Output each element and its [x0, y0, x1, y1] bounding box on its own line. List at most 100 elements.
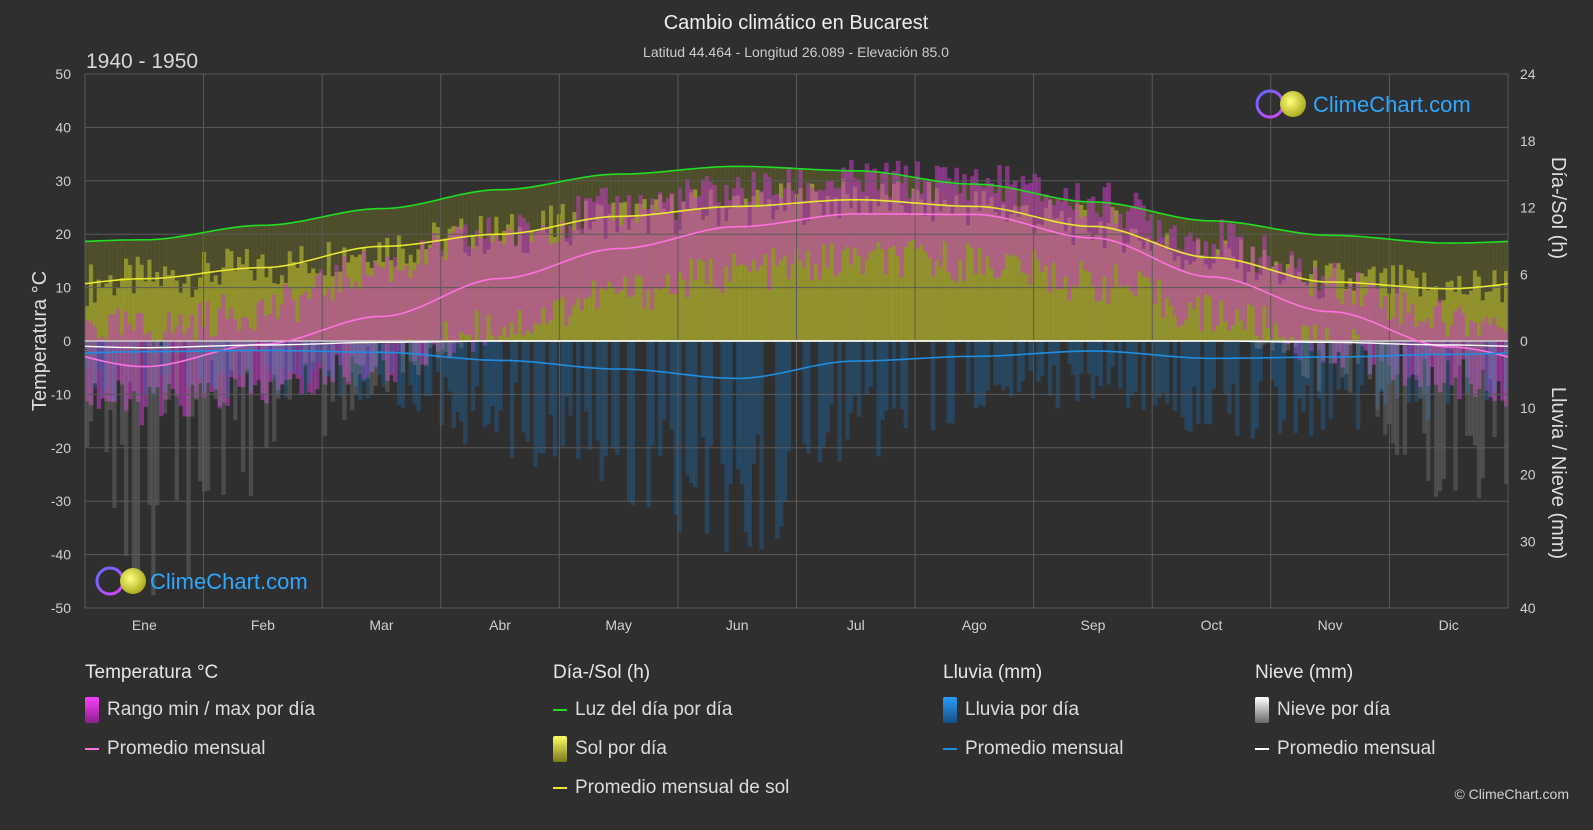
temp-range-day-bar	[853, 177, 858, 249]
temp-range-day-bar	[576, 195, 581, 299]
sun-day-bar	[1484, 291, 1490, 341]
legend-item-sun[interactable]: Sol por día	[553, 736, 789, 762]
temp-range-day-bar	[1262, 235, 1267, 307]
rain-day-bar	[525, 341, 530, 442]
temp-range-day-bar	[1106, 182, 1111, 304]
daylight-day-bar	[276, 224, 281, 341]
rain-day-bar	[981, 341, 986, 407]
snow-day-bar	[1332, 341, 1337, 363]
rain-day-bar	[248, 341, 254, 391]
sun-day-bar	[677, 230, 683, 341]
legend-item-temp-avg[interactable]: Promedio mensual	[85, 737, 315, 761]
temp-range-day-bar	[338, 292, 343, 366]
temp-range-day-bar	[217, 308, 223, 409]
daylight-day-bar	[112, 240, 117, 341]
temp-range-day-bar	[763, 173, 768, 255]
rain-day-bar	[775, 341, 780, 539]
rain-day-bar	[1067, 341, 1072, 365]
rain-day-bar	[1180, 341, 1185, 418]
snow-day-bar	[1293, 341, 1298, 347]
legend-item-temp-range[interactable]: Rango min / max por día	[85, 697, 315, 723]
legend-item-rain-daily[interactable]: Lluvia por día	[943, 697, 1123, 723]
sun-day-bar	[276, 284, 281, 341]
temp-range-day-bar	[513, 245, 519, 335]
sun-day-bar	[1496, 285, 1501, 341]
x-month-label: Oct	[1201, 617, 1223, 633]
rain-day-bar	[825, 341, 831, 433]
temp-range-day-bar	[244, 318, 250, 369]
temp-range-day-bar	[681, 201, 686, 280]
temp-range-day-bar	[1313, 267, 1318, 325]
temp-range-day-bar	[424, 264, 429, 366]
snow-day-bar	[221, 341, 226, 496]
rain-day-bar	[1235, 341, 1240, 436]
temp-range-day-bar	[962, 174, 967, 282]
sun-day-bar	[895, 180, 901, 341]
rain-day-bar	[213, 341, 218, 390]
sun-day-bar	[1083, 209, 1088, 341]
brand-logo-top[interactable]: ClimeChart.com	[1255, 89, 1471, 119]
snow-day-bar	[1418, 341, 1423, 399]
temp-range-day-bar	[1266, 255, 1271, 328]
temp-range-day-bar	[759, 191, 764, 266]
temp-range-day-bar	[517, 214, 523, 311]
legend-item-sun-avg[interactable]: Promedio mensual de sol	[553, 776, 789, 800]
rain-day-bar	[1098, 341, 1103, 387]
temp-range-day-bar	[868, 172, 874, 252]
temp-range-day-bar	[470, 248, 476, 352]
temp-range-day-bar	[431, 232, 437, 345]
snow-day-bar	[244, 341, 250, 373]
temp-avg-line	[85, 213, 1508, 368]
temp-range-day-bar	[1024, 184, 1030, 275]
sun-day-bar	[162, 266, 168, 341]
rain-day-bar	[1192, 341, 1197, 387]
snow-day-bar	[1492, 341, 1497, 438]
snow-avg-swatch	[1255, 748, 1269, 750]
temp-range-day-bar	[654, 210, 659, 287]
legend-temperature-title: Temperatura °C	[85, 662, 219, 683]
temp-range-day-bar	[623, 216, 628, 278]
rain-day-bar	[85, 341, 90, 370]
rain-day-bar	[459, 341, 464, 422]
rain-day-bar	[806, 341, 811, 454]
legend-item-rain-avg[interactable]: Promedio mensual	[943, 737, 1123, 761]
sun-day-bar	[911, 188, 917, 341]
rain-day-bar	[993, 341, 998, 386]
sun-day-bar	[135, 256, 141, 341]
sun-day-bar	[1203, 264, 1209, 341]
rain-day-bar	[751, 341, 756, 464]
rain-day-bar	[470, 341, 476, 411]
rain-day-bar	[373, 341, 378, 369]
sun-day-bar	[1504, 271, 1508, 341]
sun-day-bar	[1469, 290, 1474, 341]
temp-range-day-bar	[365, 274, 371, 378]
rain-day-bar	[829, 341, 834, 405]
temp-range-day-bar	[369, 276, 375, 373]
x-month-label: Jun	[726, 617, 749, 633]
rain-day-bar	[736, 341, 741, 470]
brand-logo-bottom[interactable]: ClimeChart.com	[95, 566, 308, 596]
snow-day-bar	[1488, 341, 1493, 380]
rain-day-bar	[1426, 341, 1431, 421]
temp-range-day-bar	[1254, 272, 1260, 336]
sun-day-bar	[739, 206, 745, 341]
temp-range-day-bar	[1168, 228, 1174, 306]
chart-title: Cambio climático en Bucarest	[664, 12, 929, 34]
temp-range-day-bar	[104, 339, 109, 402]
temp-range-day-bar	[611, 220, 616, 289]
snow-day-bar	[217, 341, 222, 407]
rain-day-bar	[396, 341, 402, 405]
legend-item-daylight[interactable]: Luz del día por día	[553, 698, 789, 722]
snow-day-bar	[435, 341, 441, 359]
rain-day-bar	[603, 341, 608, 457]
daylight-day-bar	[1441, 243, 1447, 341]
rain-day-bar	[299, 341, 304, 376]
sun-day-bar	[1008, 214, 1014, 341]
rain-day-bar	[303, 341, 308, 395]
temp-range-day-bar	[708, 182, 714, 259]
legend-item-snow-daily[interactable]: Nieve por día	[1255, 697, 1435, 723]
legend-item-snow-avg[interactable]: Promedio mensual	[1255, 737, 1435, 761]
temp-range-day-bar	[1153, 240, 1158, 305]
rain-day-bar	[1316, 341, 1322, 399]
temp-range-day-bar	[490, 242, 495, 336]
